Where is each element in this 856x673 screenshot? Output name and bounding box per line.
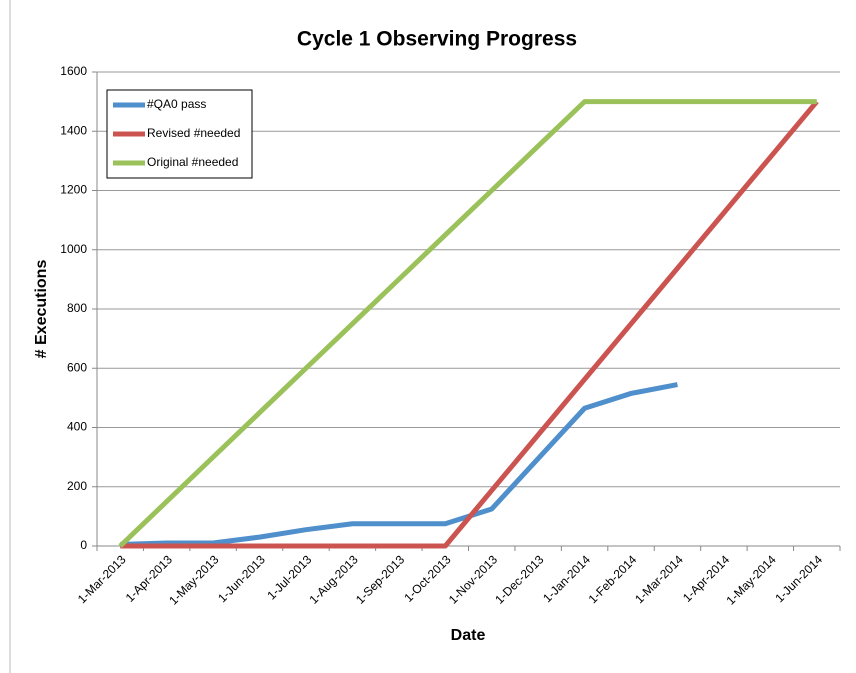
x-tick-label: 1-Mar-2014 [632,552,686,606]
x-tick-label: 1-Nov-2013 [446,552,500,606]
x-tick-label: 1-Sep-2013 [353,552,407,606]
x-tick-label: 1-May-2013 [166,552,221,607]
x-tick-label: 1-Mar-2013 [75,552,129,606]
y-tick-label: 1200 [60,183,87,197]
legend-label: Revised #needed [147,126,240,140]
x-tick-label: 1-May-2014 [724,552,779,607]
y-tick-label: 1600 [60,64,87,78]
y-tick-label: 400 [67,420,87,434]
chart-title: Cycle 1 Observing Progress [297,28,577,51]
y-tick-label: 1000 [60,242,87,256]
y-tick-label: 200 [67,479,87,493]
legend-label: Original #needed [147,155,238,169]
series-line [120,382,678,548]
x-tick-label: 1-Feb-2014 [586,552,640,606]
y-tick-label: 1400 [60,123,87,137]
y-axis-title: # Executions [33,260,50,359]
x-tick-label: 1-Dec-2013 [492,552,546,606]
series-line [118,99,817,548]
series-line [120,100,819,549]
y-tick-label: 0 [80,538,87,552]
x-tick-label: 1-Aug-2013 [307,552,361,606]
y-tick-label: 800 [67,301,87,315]
x-tick-label: 1-Jun-2013 [215,552,268,605]
x-tick-label: 1-Jun-2014 [772,552,825,605]
legend-label: #QA0 pass [147,97,206,111]
x-tick-label: 1-Jan-2014 [540,552,593,605]
y-tick-label: 600 [67,360,87,374]
x-axis-title: Date [451,627,486,644]
